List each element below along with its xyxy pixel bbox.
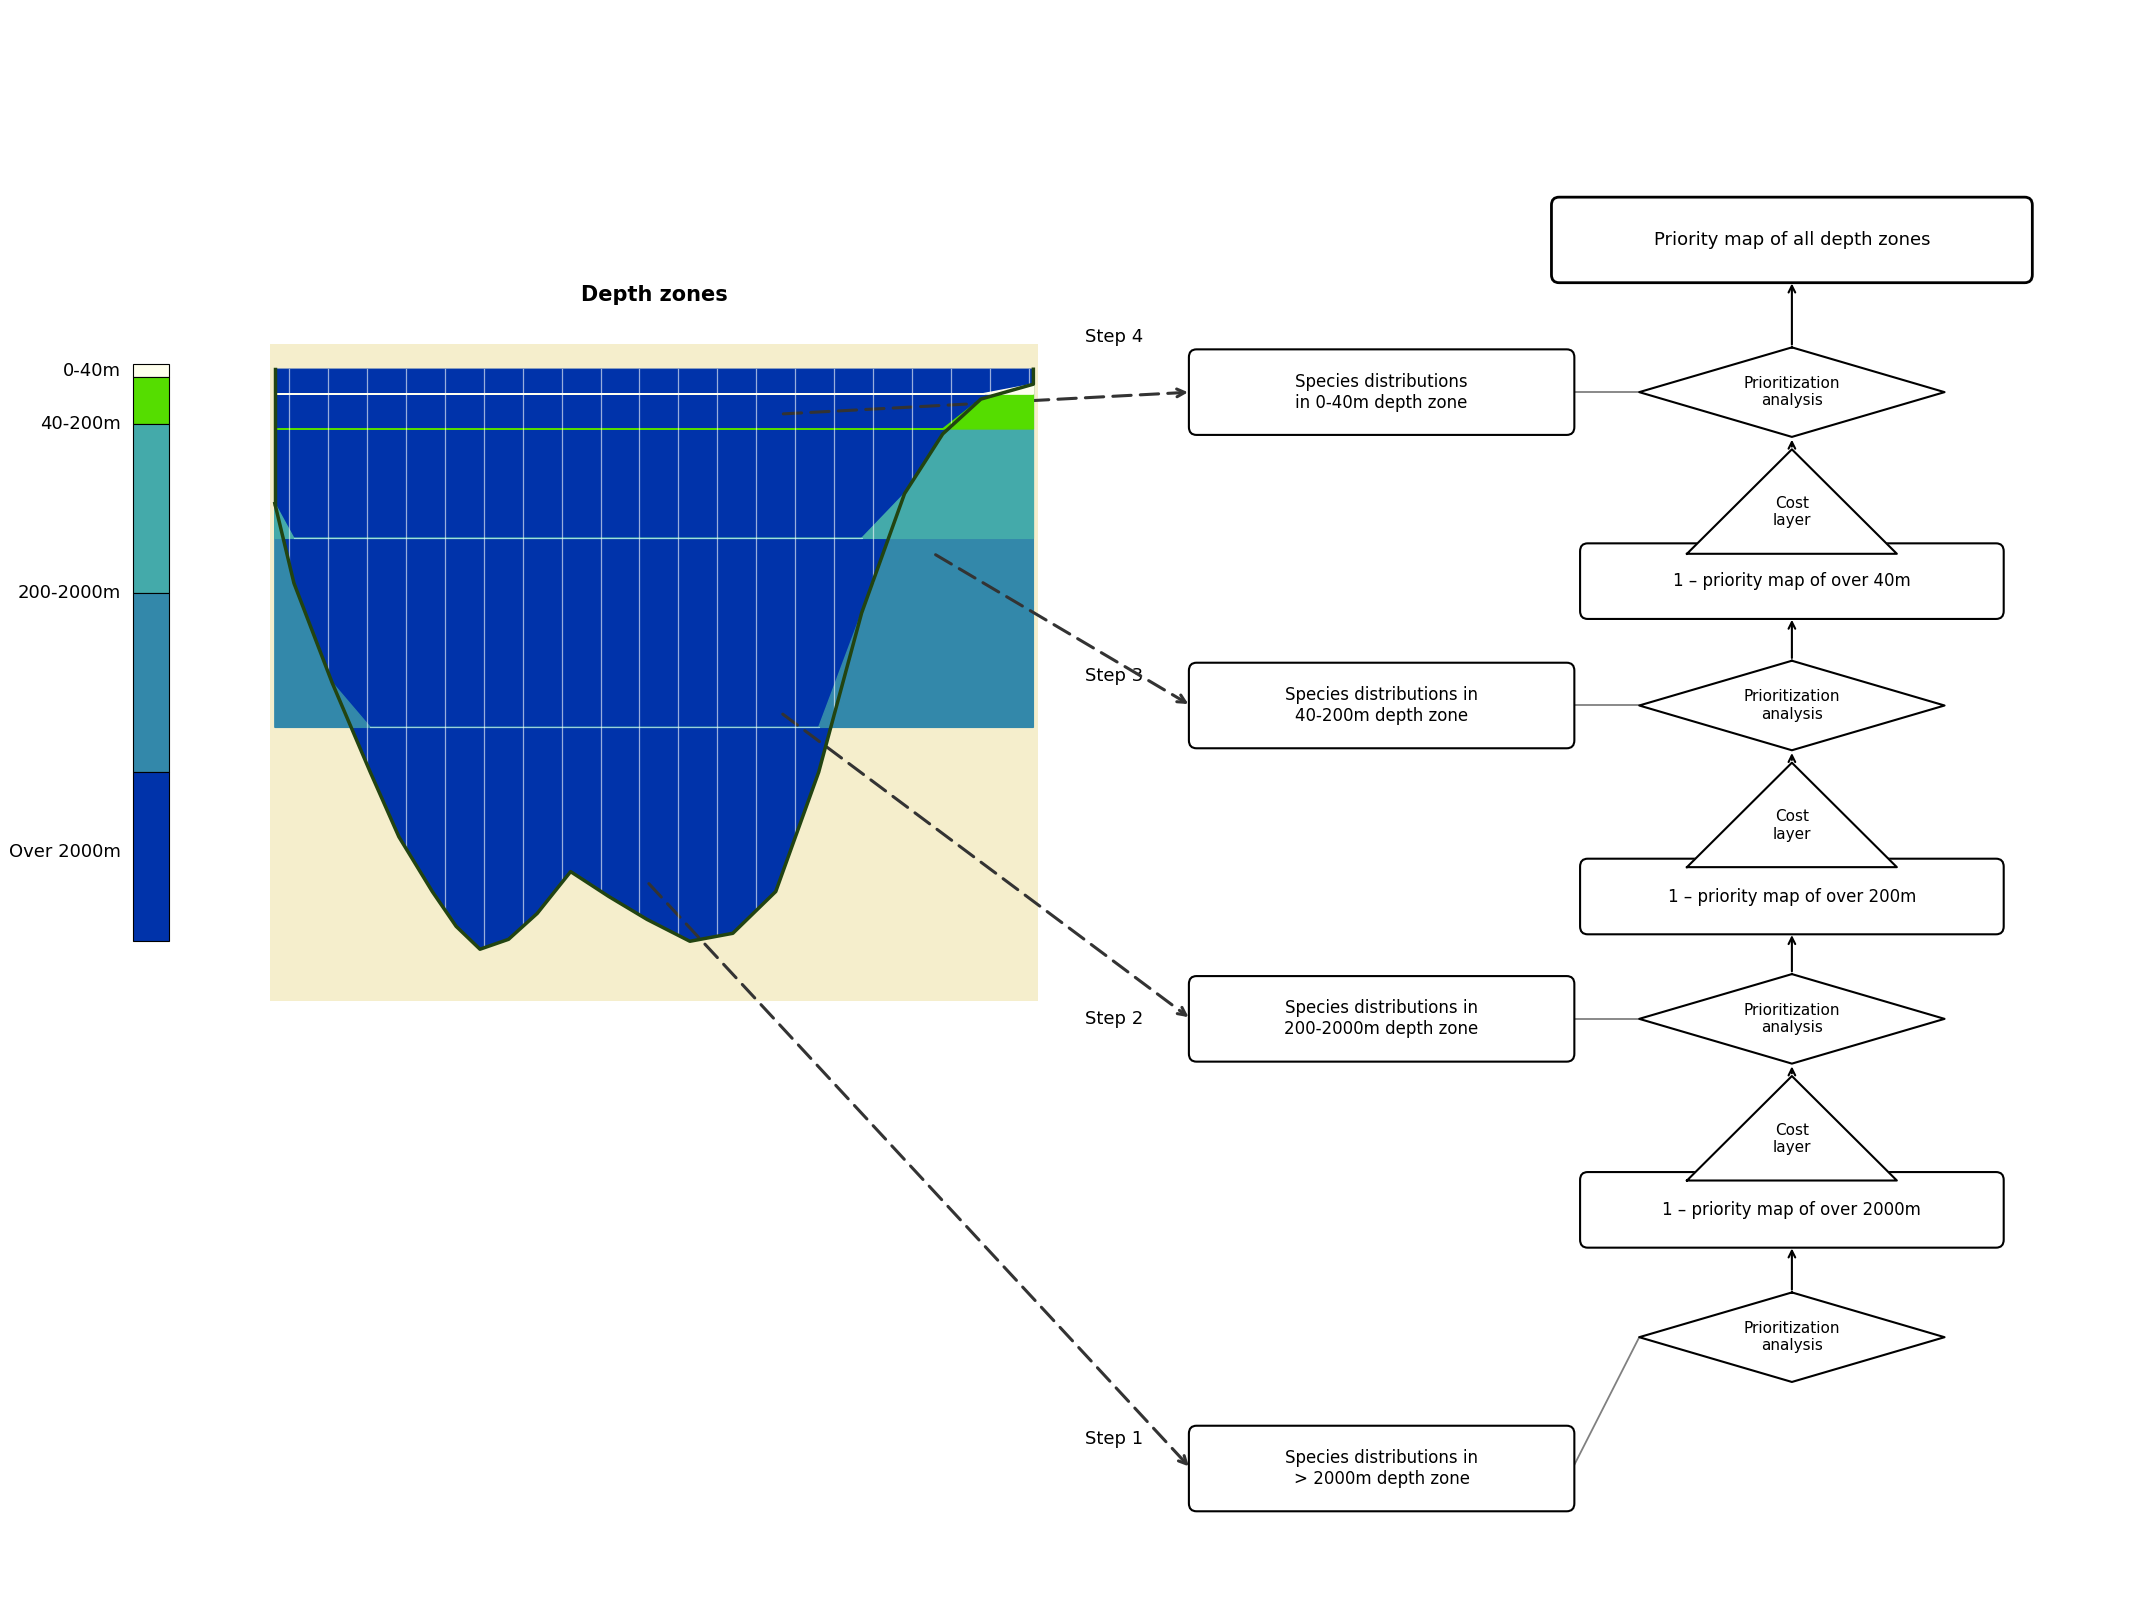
Bar <box>132 376 168 425</box>
Text: Species distributions in
200-2000m depth zone: Species distributions in 200-2000m depth… <box>1284 1000 1478 1038</box>
Polygon shape <box>1640 660 1945 750</box>
Text: Cost
layer: Cost layer <box>1772 809 1810 841</box>
FancyBboxPatch shape <box>1580 543 2004 618</box>
Text: Cost
layer: Cost layer <box>1772 495 1810 529</box>
Bar <box>132 772 168 942</box>
FancyBboxPatch shape <box>1189 349 1574 434</box>
Polygon shape <box>1687 763 1898 867</box>
Text: 1 – priority map of over 2000m: 1 – priority map of over 2000m <box>1661 1202 1921 1219</box>
Bar <box>271 344 1037 1001</box>
Text: Species distributions in
40-200m depth zone: Species distributions in 40-200m depth z… <box>1284 686 1478 724</box>
Text: Step 2: Step 2 <box>1084 1009 1144 1028</box>
Text: Step 1: Step 1 <box>1084 1429 1144 1448</box>
Text: 40-200m: 40-200m <box>40 415 121 433</box>
Text: 1 – priority map of over 40m: 1 – priority map of over 40m <box>1672 572 1911 590</box>
Polygon shape <box>1687 449 1898 554</box>
Bar <box>132 425 168 593</box>
Polygon shape <box>275 384 1033 394</box>
Text: 0-40m: 0-40m <box>64 362 121 380</box>
FancyBboxPatch shape <box>1189 976 1574 1062</box>
Text: Over 2000m: Over 2000m <box>9 843 121 860</box>
Polygon shape <box>275 384 1033 727</box>
Polygon shape <box>275 384 1033 538</box>
Text: Prioritization
analysis: Prioritization analysis <box>1744 1003 1840 1035</box>
Bar <box>132 593 168 772</box>
Text: Step 4: Step 4 <box>1084 328 1144 346</box>
Text: 1 – priority map of over 200m: 1 – priority map of over 200m <box>1668 888 1917 905</box>
Polygon shape <box>275 384 1033 429</box>
Text: Step 3: Step 3 <box>1084 666 1144 684</box>
Polygon shape <box>1640 1293 1945 1383</box>
Text: Species distributions in
> 2000m depth zone: Species distributions in > 2000m depth z… <box>1284 1450 1478 1488</box>
Polygon shape <box>1640 974 1945 1064</box>
Text: Species distributions
in 0-40m depth zone: Species distributions in 0-40m depth zon… <box>1295 373 1468 412</box>
Polygon shape <box>1687 1077 1898 1181</box>
Polygon shape <box>1640 348 1945 437</box>
Text: Depth zones: Depth zones <box>581 285 728 304</box>
FancyBboxPatch shape <box>1551 197 2032 282</box>
Text: Cost
layer: Cost layer <box>1772 1123 1810 1155</box>
Text: Prioritization
analysis: Prioritization analysis <box>1744 689 1840 721</box>
Text: 200-2000m: 200-2000m <box>17 585 121 602</box>
FancyBboxPatch shape <box>1580 859 2004 934</box>
FancyBboxPatch shape <box>1189 1426 1574 1511</box>
Text: Prioritization
analysis: Prioritization analysis <box>1744 376 1840 409</box>
FancyBboxPatch shape <box>1189 663 1574 748</box>
Text: Priority map of all depth zones: Priority map of all depth zones <box>1653 231 1930 248</box>
Bar <box>132 364 168 376</box>
Text: Prioritization
analysis: Prioritization analysis <box>1744 1322 1840 1354</box>
Polygon shape <box>275 368 1033 950</box>
FancyBboxPatch shape <box>1580 1173 2004 1248</box>
